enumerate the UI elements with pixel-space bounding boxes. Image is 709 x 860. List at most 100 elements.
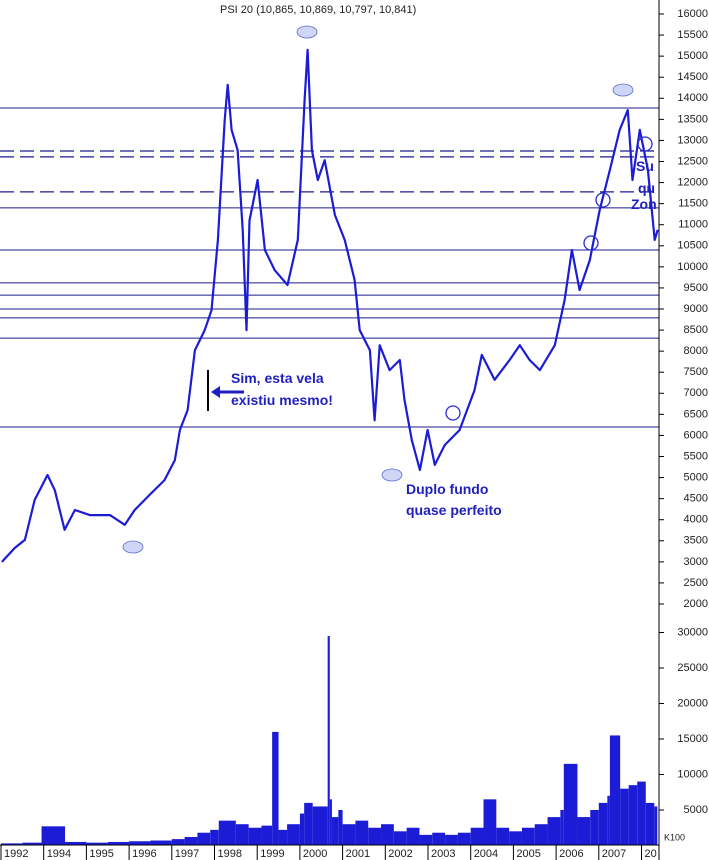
volume-bar xyxy=(496,827,510,845)
annotation: Duplo fundo xyxy=(406,481,488,497)
smiley xyxy=(583,235,599,251)
volume-bar xyxy=(327,636,330,845)
volume-unit: K100 xyxy=(664,832,685,842)
volume-bar xyxy=(197,832,211,845)
y-tick-label: 9000 xyxy=(684,303,708,315)
volume-bar xyxy=(150,840,172,845)
x-tick-label: 2001 xyxy=(346,848,370,860)
y-tick-label: 16000 xyxy=(677,8,708,20)
annotation: Su xyxy=(636,158,654,174)
volume-bar xyxy=(338,810,343,845)
x-tick-label: 1997 xyxy=(175,848,199,860)
y-tick-label: 5000 xyxy=(684,471,708,483)
bull-icon xyxy=(612,83,634,97)
bull-icon xyxy=(296,25,318,39)
volume-bar xyxy=(218,820,236,845)
volume-bar xyxy=(457,832,471,845)
volume-bar xyxy=(432,832,446,845)
y-tick-label: 10000 xyxy=(677,768,708,780)
volume-bar xyxy=(590,810,599,845)
volume-bar xyxy=(563,763,578,845)
annotation: Sim, esta vela xyxy=(231,370,324,386)
x-tick-label: 20 xyxy=(645,848,657,860)
x-tick-label: 2006 xyxy=(559,848,583,860)
volume-bar xyxy=(355,820,369,845)
volume-bar xyxy=(470,827,484,845)
y-tick-label: 7500 xyxy=(684,366,708,378)
volume-bar xyxy=(22,842,42,845)
y-tick-label: 3500 xyxy=(684,535,708,547)
y-tick-label: 6500 xyxy=(684,408,708,420)
x-tick-label: 2005 xyxy=(516,848,540,860)
y-tick-label: 14500 xyxy=(677,71,708,83)
x-tick-label: 2003 xyxy=(431,848,455,860)
y-tick-label: 14000 xyxy=(677,92,708,104)
annotation: quase perfeito xyxy=(406,502,502,518)
x-tick-label: 2004 xyxy=(474,848,498,860)
chart-title: PSI 20 (10,865, 10,869, 10,797, 10,841) xyxy=(220,4,416,16)
y-tick-label: 30000 xyxy=(677,626,708,638)
volume-bar xyxy=(607,795,610,845)
volume-bar xyxy=(598,802,608,845)
animal-icons xyxy=(122,25,634,554)
y-tick-label: 13500 xyxy=(677,113,708,125)
volume-bar xyxy=(342,824,356,845)
volume-bar xyxy=(654,806,658,845)
y-tick-label: 15000 xyxy=(677,733,708,745)
volume-bar xyxy=(368,827,382,845)
y-tick-label: 11000 xyxy=(678,219,708,231)
y-tick-label: 15000 xyxy=(677,50,708,62)
volume-bar xyxy=(299,813,305,845)
volume-bar xyxy=(406,827,420,845)
y-tick-label: 7000 xyxy=(684,387,708,399)
volume-bar xyxy=(645,802,655,845)
volume-bar xyxy=(637,781,646,845)
x-tick-label: 2000 xyxy=(303,848,327,860)
x-tick-label: 1992 xyxy=(4,848,28,860)
volume-bar xyxy=(304,802,313,845)
price-line xyxy=(1,48,659,563)
y-tick-label: 5500 xyxy=(684,450,708,462)
annotation: qu xyxy=(638,180,655,196)
y-tick-label: 6000 xyxy=(684,429,708,441)
y-tick-label: 25000 xyxy=(677,662,708,674)
smiley xyxy=(595,192,611,208)
annotation: existiu mesmo! xyxy=(231,392,333,408)
y-tick-label: 3000 xyxy=(684,556,708,568)
volume-bar xyxy=(577,817,591,845)
x-tick-label: 1999 xyxy=(260,848,284,860)
volume-bar xyxy=(129,841,151,845)
x-tick-label: 1994 xyxy=(47,848,71,860)
bear-icon xyxy=(381,468,403,482)
volume-bar xyxy=(210,829,219,845)
volume-bar xyxy=(381,824,394,845)
y-tick-label: 4000 xyxy=(684,514,708,526)
y-tick-label: 8000 xyxy=(684,345,708,357)
y-tick-label: 2000 xyxy=(684,598,708,610)
y-tick-label: 12000 xyxy=(677,176,708,188)
annotation: Zon xyxy=(631,196,657,212)
volume-bar xyxy=(248,827,262,845)
x-tick-label: 2002 xyxy=(388,848,412,860)
y-tick-label: 15500 xyxy=(677,29,708,41)
volume-bar xyxy=(329,799,332,845)
volume-bar xyxy=(331,817,339,845)
volume-bar xyxy=(278,829,288,845)
x-tick-label: 2007 xyxy=(602,848,626,860)
icons xyxy=(445,136,653,421)
y-tick-label: 5000 xyxy=(684,804,708,816)
x-tick-label: 1996 xyxy=(132,848,156,860)
y-tick-label: 10500 xyxy=(677,240,708,252)
y-tick-label: 9500 xyxy=(684,282,708,294)
y-tick-label: 11500 xyxy=(678,198,708,210)
bear-icon xyxy=(122,540,144,554)
volume-bar xyxy=(445,834,458,845)
volume-bar xyxy=(86,842,108,845)
volume-bar xyxy=(41,826,66,845)
volume-bar xyxy=(107,841,130,845)
volume-bar xyxy=(1,843,23,845)
volume-bar xyxy=(393,831,407,845)
volume-bar xyxy=(521,827,535,845)
volume-bar xyxy=(547,817,561,845)
